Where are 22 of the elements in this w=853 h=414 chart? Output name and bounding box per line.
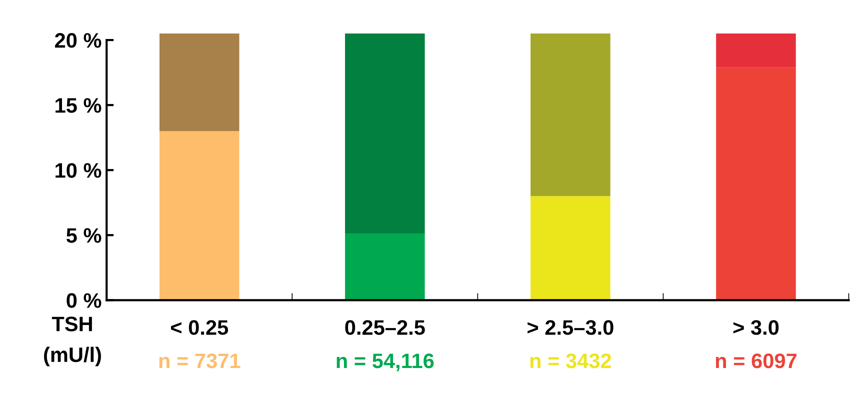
y-tick-label: 5 % (66, 228, 102, 243)
text: n = 54,116 (336, 353, 434, 372)
bar (160, 131, 240, 300)
x-tick-label: 0.25–2.5 (345, 320, 425, 335)
x-axis-title: TSH (mU/l) (44, 316, 101, 366)
bar (345, 34, 425, 234)
x-tick-label: < 0.25 (171, 320, 228, 335)
y-tick-label: 15 % (56, 98, 102, 113)
bar (345, 234, 425, 300)
x-tick-label: > 3.0 (733, 320, 779, 335)
bar (716, 67, 796, 300)
x-tick-label: > 2.5–3.0 (528, 320, 614, 335)
y-tick-label: 10 % (56, 163, 102, 178)
text: n = 7371 (159, 353, 240, 368)
bar (530, 196, 610, 300)
y-tick-label: 20 % (55, 33, 102, 48)
text: n = 3432 (530, 353, 612, 368)
bar (160, 34, 240, 132)
y-tick-label: 0 % (66, 293, 102, 308)
text: n = 6097 (716, 353, 796, 368)
bar (716, 34, 796, 68)
bar (530, 34, 610, 196)
